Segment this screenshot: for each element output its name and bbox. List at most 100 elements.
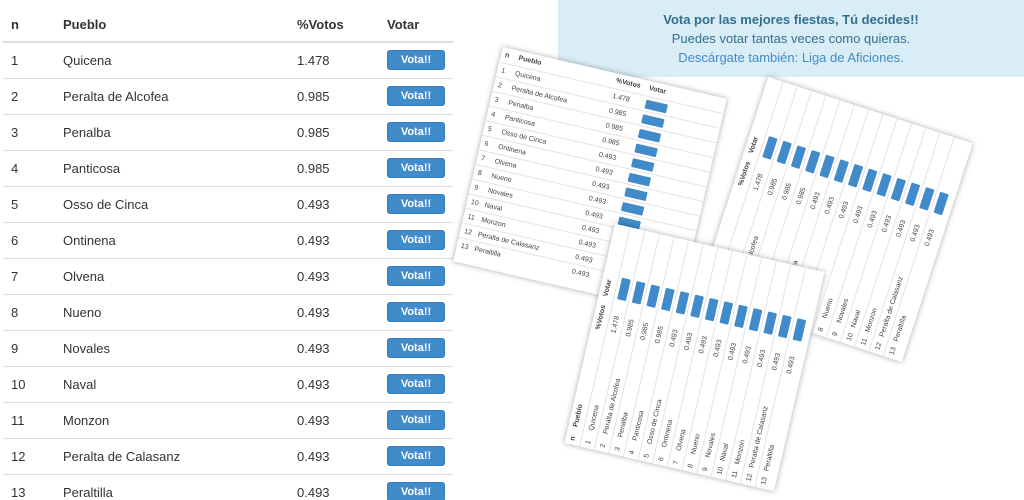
row-votar-cell: Vota!! xyxy=(379,365,453,402)
info-banner: Vota por las mejores fiestas, Tú decides… xyxy=(558,0,1024,77)
vote-button[interactable]: Vota!! xyxy=(387,410,445,430)
row-number: 5 xyxy=(3,185,55,222)
row-pueblo: Nueno xyxy=(55,293,289,330)
banner-app-link[interactable]: Descárgate también: Liga de Aficiones. xyxy=(678,50,904,65)
vote-button[interactable]: Vota!! xyxy=(387,230,445,250)
row-number: 10 xyxy=(3,365,55,402)
mini-row-number: 12 xyxy=(873,341,883,352)
row-votos: 0.493 xyxy=(289,437,379,474)
table-row: 2 Peralta de Alcofea 0.985 Vota!! xyxy=(3,77,453,114)
mini-row-number: 9 xyxy=(831,331,839,338)
ranking-table: n Pueblo %Votos Votar 1 Quicena 1.478 Vota!… xyxy=(3,8,453,500)
mini-row-number: 1 xyxy=(584,439,593,445)
ranking-table-container: n Pueblo %Votos Votar 1 Quicena 1.478 Vota!… xyxy=(3,8,453,500)
row-votos: 0.493 xyxy=(289,329,379,366)
mini-vote-button xyxy=(792,318,806,342)
row-number: 4 xyxy=(3,149,55,186)
mini-header-votar: Votar xyxy=(648,85,667,96)
mini-row-number: 10 xyxy=(715,466,725,476)
row-votos: 0.985 xyxy=(289,149,379,186)
row-votar-cell: Vota!! xyxy=(379,113,453,150)
vote-button[interactable]: Vota!! xyxy=(387,122,445,142)
row-votar-cell: Vota!! xyxy=(379,473,453,500)
row-pueblo: Peralta de Calasanz xyxy=(55,437,289,474)
row-pueblo: Olvena xyxy=(55,257,289,294)
row-votar-cell: Vota!! xyxy=(379,437,453,474)
mini-row-number: 5 xyxy=(642,453,651,459)
row-votar-cell: Vota!! xyxy=(379,329,453,366)
row-votar-cell: Vota!! xyxy=(379,149,453,186)
table-row: 9 Novales 0.493 Vota!! xyxy=(3,329,453,366)
mini-row-number: 10 xyxy=(845,332,855,342)
vote-button[interactable]: Vota!! xyxy=(387,302,445,322)
mini-header-n: n xyxy=(569,435,578,442)
row-pueblo: Monzon xyxy=(55,401,289,438)
row-votar-cell: Vota!! xyxy=(379,221,453,258)
vote-button[interactable]: Vota!! xyxy=(387,194,445,214)
row-number: 13 xyxy=(3,473,55,500)
row-votar-cell: Vota!! xyxy=(379,42,453,78)
row-votar-cell: Vota!! xyxy=(379,293,453,330)
row-number: 11 xyxy=(3,401,55,438)
table-row: 10 Naval 0.493 Vota!! xyxy=(3,365,453,402)
row-number: 2 xyxy=(3,77,55,114)
vote-button[interactable]: Vota!! xyxy=(387,158,445,178)
mini-row-number: 3 xyxy=(613,446,622,452)
row-number: 3 xyxy=(3,113,55,150)
row-votos: 0.493 xyxy=(289,221,379,258)
row-votos: 0.493 xyxy=(289,185,379,222)
vote-button[interactable]: Vota!! xyxy=(387,374,445,394)
banner-subtitle: Puedes votar tantas veces como quieras. xyxy=(671,31,911,46)
row-votos: 0.493 xyxy=(289,401,379,438)
vote-button[interactable]: Vota!! xyxy=(387,266,445,286)
table-row: 6 Ontinena 0.493 Vota!! xyxy=(3,221,453,258)
mini-row-number: 2 xyxy=(598,442,607,449)
row-pueblo: Peraltilla xyxy=(55,473,289,500)
mini-row-number: 7 xyxy=(672,459,680,466)
row-votar-cell: Vota!! xyxy=(379,77,453,114)
mini-row-votos: 0.493 xyxy=(571,267,590,279)
table-body: 1 Quicena 1.478 Vota!! 2 Peralta de Alcofea 0.… xyxy=(3,42,453,500)
table-row: 8 Nueno 0.493 Vota!! xyxy=(3,293,453,330)
table-row: 11 Monzon 0.493 Vota!! xyxy=(3,401,453,438)
header-pueblo: Pueblo xyxy=(55,8,289,43)
table-row: 5 Osso de Cinca 0.493 Vota!! xyxy=(3,185,453,222)
header-votos: %Votos xyxy=(289,8,379,43)
row-votos: 0.985 xyxy=(289,77,379,114)
row-pueblo: Penalba xyxy=(55,113,289,150)
banner-title: Vota por las mejores fiestas, Tú decides… xyxy=(663,12,919,27)
mini-header-votar: Votar xyxy=(602,278,614,298)
mini-row-number: 9 xyxy=(701,466,709,472)
row-votar-cell: Vota!! xyxy=(379,401,453,438)
mini-row-votos: 0.493 xyxy=(785,355,797,375)
row-pueblo: Osso de Cinca xyxy=(55,185,289,222)
row-votos: 0.493 xyxy=(289,365,379,402)
table-row: 4 Panticosa 0.985 Vota!! xyxy=(3,149,453,186)
mini-row-number: 11 xyxy=(730,470,739,479)
mini-row-number: 4 xyxy=(628,449,636,456)
vote-button[interactable]: Vota!! xyxy=(387,86,445,106)
row-votos: 1.478 xyxy=(297,52,330,68)
row-number: 12 xyxy=(3,437,55,474)
vote-button[interactable]: Vota!! xyxy=(387,446,445,466)
vote-button[interactable]: Vota!! xyxy=(387,50,445,71)
header-votar: Votar xyxy=(379,8,453,43)
row-pueblo: Panticosa xyxy=(55,149,289,186)
mini-row-number: 12 xyxy=(745,472,754,483)
table-row: 13 Peraltilla 0.493 Vota!! xyxy=(3,473,453,500)
mini-row-number: 11 xyxy=(859,337,869,347)
mini-row-number: 8 xyxy=(816,326,825,333)
vote-button[interactable]: Vota!! xyxy=(387,338,445,358)
mini-row-number: 13 xyxy=(759,476,769,486)
row-pueblo: Naval xyxy=(55,365,289,402)
row-votar-cell: Vota!! xyxy=(379,257,453,294)
row-pueblo: Novales xyxy=(55,329,289,366)
table-header-row: n Pueblo %Votos Votar xyxy=(3,8,453,43)
table-row: 12 Peralta de Calasanz 0.493 Vota!! xyxy=(3,437,453,474)
row-number: 6 xyxy=(3,221,55,258)
row-pueblo: Ontinena xyxy=(55,221,289,258)
vote-button[interactable]: Vota!! xyxy=(387,482,445,500)
row-pueblo: Quicena xyxy=(63,52,112,68)
mini-row-number: 8 xyxy=(686,463,695,469)
header-n: n xyxy=(3,8,55,43)
